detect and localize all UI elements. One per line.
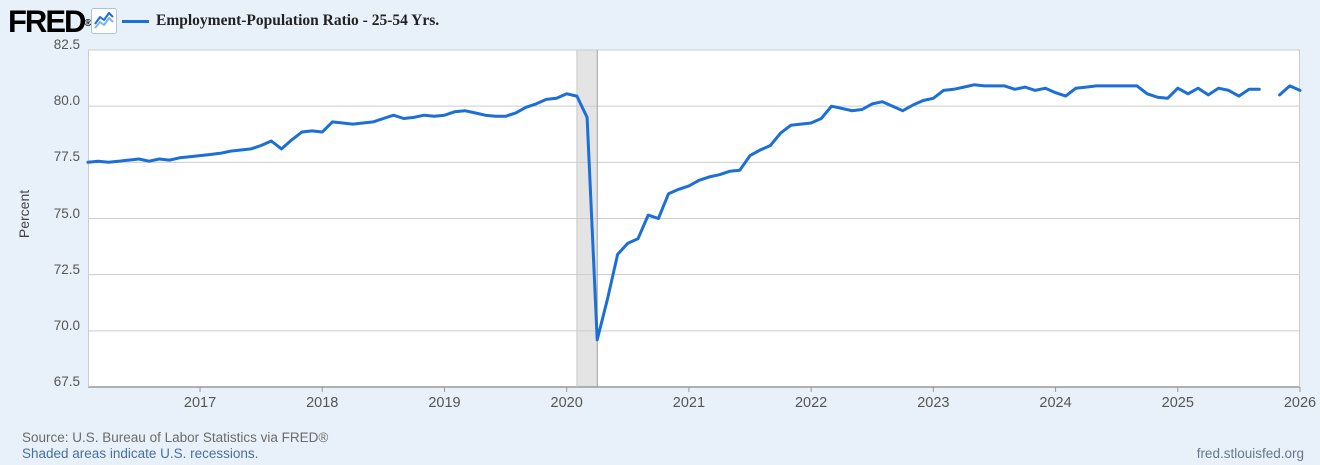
x-tick-label: 2017 — [183, 395, 217, 411]
fred-logo[interactable]: FRED® — [8, 4, 92, 41]
y-tick-label: 70.0 — [53, 317, 80, 333]
x-tick-label: 2020 — [550, 395, 583, 411]
x-tick-label: 2019 — [428, 395, 461, 411]
y-tick-label: 67.5 — [53, 374, 80, 389]
x-tick-label: 2023 — [917, 395, 950, 411]
legend-line-swatch — [122, 19, 149, 23]
y-axis-title: Percent — [16, 189, 32, 239]
legend-series-label: Employment-Population Ratio - 25-54 Yrs. — [156, 12, 440, 29]
x-tick-label: 2021 — [672, 395, 706, 411]
y-tick-label: 77.5 — [53, 149, 80, 165]
source-attribution: Source: U.S. Bureau of Labor Statistics … — [22, 430, 329, 445]
y-tick-label: 80.0 — [53, 93, 80, 109]
fred-logo-text: FRED — [8, 3, 86, 40]
series-legend[interactable]: Employment-Population Ratio - 25-54 Yrs. — [122, 12, 439, 30]
x-tick-label: 2026 — [1283, 395, 1317, 411]
x-tick-label: 2022 — [794, 395, 828, 411]
x-tick-label: 2018 — [306, 395, 339, 411]
x-tick-label: 2024 — [1039, 395, 1072, 411]
fred-sparkline-icon — [91, 8, 117, 34]
y-tick-label: 75.0 — [53, 205, 80, 221]
fred-site-link[interactable]: fred.stlouisfed.org — [1196, 446, 1304, 461]
recession-note-link[interactable]: Shaded areas indicate U.S. recessions. — [22, 446, 259, 461]
y-tick-label: 72.5 — [53, 261, 80, 277]
registered-mark: ® — [84, 17, 92, 30]
y-tick-label: 82.5 — [53, 37, 80, 52]
x-tick-label: 2025 — [1161, 395, 1194, 411]
series-line — [86, 83, 1302, 342]
